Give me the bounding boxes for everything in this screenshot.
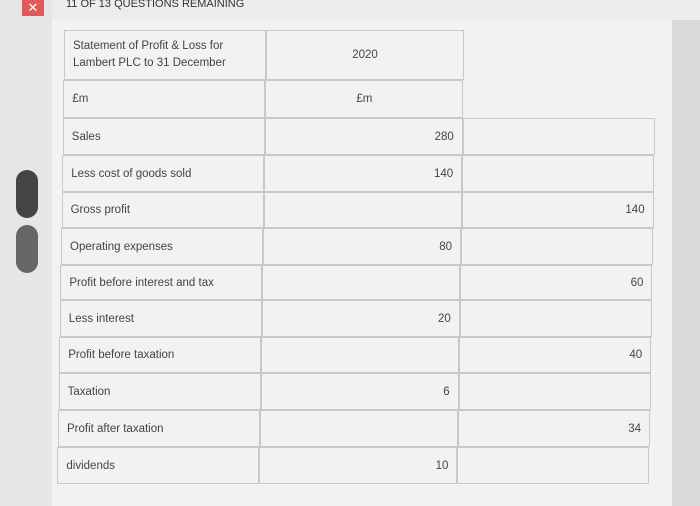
row-label: Operating expenses [61,228,263,265]
amount-cell [459,300,652,337]
close-button[interactable]: ✕ [22,0,44,16]
row-label: Profit before taxation [59,337,262,373]
amount-cell [262,265,461,300]
amount-cell: 280 [264,118,463,155]
row-label: Profit after taxation [58,410,260,447]
sidebar [0,0,52,506]
row-label: £m [63,80,266,118]
amount-cell: £m [265,80,464,118]
amount-cell [260,410,458,447]
table-area [52,20,672,506]
row-label: Taxation [58,373,261,410]
amount-cell [462,155,655,192]
amount-cell [261,337,460,373]
amount-cell: 2020 [266,30,464,80]
row-label: dividends [57,447,260,484]
amount-cell [263,192,462,228]
row-label: Gross profit [61,192,264,228]
top-bar [52,0,700,20]
amount-cell: 140 [461,192,654,228]
amount-cell: 20 [261,300,460,337]
row-label: Statement of Profit & Loss for Lambert P… [64,30,266,80]
amount-cell: 10 [259,447,458,484]
amount-cell: 40 [459,337,652,373]
sidebar-icon [16,170,38,218]
row-label: Less interest [59,300,262,337]
amount-cell [457,447,650,484]
row-label: Profit before interest and tax [60,265,263,300]
amount-cell [462,118,655,155]
questions-remaining: 11 OF 13 QUESTIONS REMAINING [66,0,245,10]
row-label: Sales [62,118,265,155]
amount-cell: 140 [264,155,463,192]
amount-cell: 80 [263,228,461,265]
amount-cell [461,228,653,265]
amount-cell: 60 [460,265,653,300]
sidebar-icon [16,225,38,273]
amount-cell: 34 [458,410,650,447]
amount-cell [458,373,651,410]
amount-cell: 6 [260,373,459,410]
row-label: Less cost of goods sold [62,155,265,192]
